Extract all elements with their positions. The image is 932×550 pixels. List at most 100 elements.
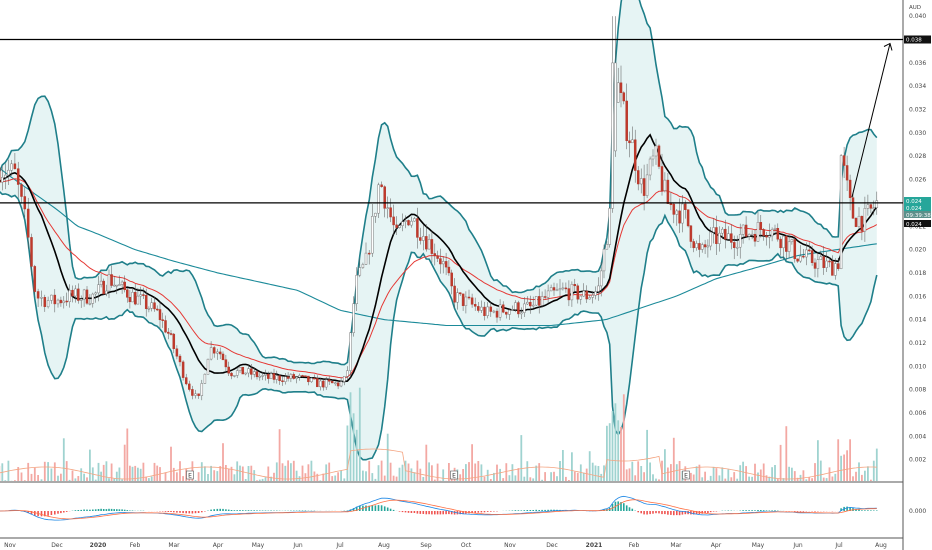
macd-hist-bar — [182, 511, 184, 513]
macd-hist-bar — [617, 501, 619, 511]
volume-bar — [704, 472, 706, 481]
candle-body — [559, 289, 561, 290]
volume-bar — [63, 438, 65, 481]
volume-bar — [31, 474, 33, 481]
volume-bar — [83, 474, 85, 481]
candle-body — [207, 359, 209, 374]
macd-hist-bar — [305, 511, 307, 512]
macd-hist-bar — [707, 511, 709, 513]
macd-hist-bar — [89, 510, 91, 511]
candle-body — [565, 288, 567, 289]
macd-hist-bar — [649, 511, 651, 514]
x-tick-label: Dec — [546, 542, 558, 549]
candle-body — [405, 220, 407, 221]
candle-body — [465, 297, 467, 306]
volume-bar — [414, 472, 416, 481]
volume-bar — [106, 461, 108, 481]
volume-bar — [826, 478, 828, 481]
macd-hist-bar — [270, 511, 272, 512]
volume-bar — [265, 477, 267, 481]
macd-hist-bar — [75, 510, 77, 511]
volume-bar — [290, 463, 292, 481]
candle-body — [727, 234, 729, 240]
macd-hist-bar — [387, 508, 389, 512]
volume-bar — [121, 479, 123, 481]
candle-body — [337, 383, 339, 386]
candle-body — [282, 381, 284, 382]
candle-body — [508, 310, 510, 314]
candle-body — [259, 376, 261, 377]
candle-body — [98, 285, 100, 293]
x-tick-label: Aug — [378, 542, 390, 549]
macd-hist-bar — [623, 503, 625, 511]
candle-body — [142, 295, 144, 296]
candle-body — [17, 169, 19, 185]
volume-bar — [207, 474, 209, 481]
volume-bar — [305, 473, 307, 481]
candle-body — [788, 242, 790, 252]
macd-hist-bar — [757, 510, 759, 511]
candle-body — [11, 164, 13, 171]
macd-hist-bar — [445, 511, 447, 514]
macd-hist-bar — [524, 510, 526, 511]
candle-body — [814, 263, 816, 269]
volume-bar — [387, 434, 389, 481]
price-tag-label: 0.038 — [906, 38, 922, 44]
macd-hist-bar — [103, 509, 105, 511]
candle-body — [396, 225, 398, 228]
volume-bar — [253, 470, 255, 481]
candle-body — [44, 297, 46, 306]
macd-hist-bar — [431, 511, 433, 514]
volume-bar — [721, 467, 723, 481]
volume-bar — [526, 461, 528, 481]
x-tick-label: May — [252, 542, 265, 549]
volume-bar — [210, 466, 212, 481]
macd-hist-bar — [234, 510, 236, 511]
candle-body — [805, 250, 807, 257]
macd-hist-bar — [655, 511, 657, 513]
candle-body — [74, 289, 76, 296]
volume-bar — [710, 476, 712, 481]
volume-bar — [234, 474, 236, 481]
volume-bar — [777, 479, 779, 481]
volume-bar — [316, 474, 318, 481]
candle-body — [538, 296, 540, 305]
candle-body — [474, 304, 476, 306]
x-tick-label: Nov — [4, 542, 16, 549]
candle-body — [279, 376, 281, 381]
volume-bar — [431, 465, 433, 481]
candle-body — [179, 356, 181, 362]
volume-bar — [477, 461, 479, 481]
volume-bar — [623, 394, 625, 481]
volume-bar — [693, 475, 695, 482]
volume-bar — [499, 469, 501, 481]
candle-body — [31, 237, 33, 266]
macd-hist-bar — [493, 511, 495, 512]
candle-body — [673, 204, 675, 214]
macd-hist-bar — [165, 511, 167, 512]
candle-body — [511, 310, 513, 311]
candle-body — [454, 286, 456, 302]
candle-body — [118, 285, 120, 286]
candle-body — [129, 297, 131, 302]
candle-body — [556, 290, 558, 291]
macd-hist-bar — [63, 511, 65, 513]
candle-body — [696, 243, 698, 247]
candle-body — [47, 301, 49, 307]
macd-hist-bar — [390, 509, 392, 511]
candle-body — [736, 247, 738, 248]
candle-body — [216, 352, 218, 353]
candle-body — [526, 302, 528, 304]
candle-body — [422, 236, 424, 240]
candle-body — [439, 259, 441, 264]
volume-bar — [823, 478, 825, 481]
candle-body — [609, 208, 611, 244]
candle-body — [800, 256, 802, 261]
volume-bar — [719, 475, 721, 481]
volume-bar — [541, 480, 543, 481]
x-tick-label: 2021 — [586, 542, 603, 549]
volume-bar — [707, 480, 709, 481]
macd-hist-bar — [95, 509, 97, 511]
volume-bar — [154, 463, 156, 481]
